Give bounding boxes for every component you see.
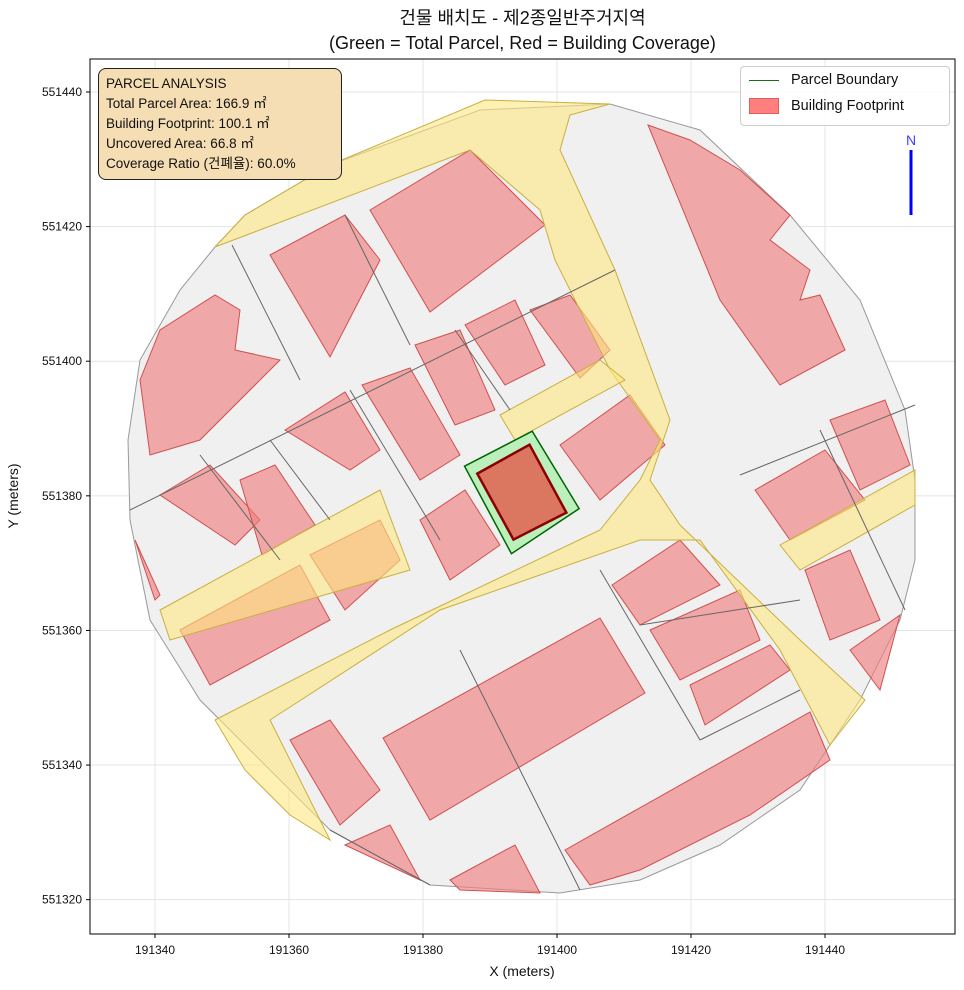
y-tick-label: 551340 — [42, 758, 82, 772]
y-tick-label: 551420 — [42, 220, 82, 234]
info-footprint: Building Footprint: 100.1 ㎡ — [106, 116, 270, 131]
legend: Parcel Boundary Building Footprint — [740, 66, 950, 126]
legend-item-building: Building Footprint — [749, 98, 904, 114]
x-tick-label: 191440 — [805, 943, 845, 957]
y-tick-label: 551380 — [42, 489, 82, 503]
legend-label-building: Building Footprint — [791, 98, 904, 114]
legend-label-parcel: Parcel Boundary — [791, 72, 899, 88]
parcel-analysis-box: PARCEL ANALYSIS Total Parcel Area: 166.9… — [98, 68, 342, 180]
y-tick-label: 551440 — [42, 85, 82, 99]
x-axis-ticks: 191340 191360 191380 191400 191420 191440 — [135, 934, 845, 957]
north-label: N — [906, 132, 916, 148]
x-tick-label: 191360 — [269, 943, 309, 957]
info-heading: PARCEL ANALYSIS — [106, 76, 227, 91]
y-tick-label: 551320 — [42, 893, 82, 907]
title-line-2: (Green = Total Parcel, Red = Building Co… — [329, 33, 716, 53]
plot-frame — [89, 58, 956, 935]
north-arrow: N — [906, 132, 916, 215]
building-patch-swatch — [749, 98, 779, 114]
y-tick-label: 551360 — [42, 623, 82, 637]
parcel-line-swatch — [749, 79, 779, 81]
x-tick-label: 191420 — [671, 943, 711, 957]
x-tick-label: 191340 — [135, 943, 175, 957]
target-building[interactable] — [475, 442, 569, 542]
title-line-1: 건물 배치도 - 제2종일반주거지역 — [399, 8, 646, 28]
x-tick-label: 191400 — [537, 943, 577, 957]
x-tick-label: 191380 — [403, 943, 443, 957]
y-tick-label: 551400 — [42, 354, 82, 368]
chart-title: 건물 배치도 - 제2종일반주거지역 (Green = Total Parcel… — [90, 6, 955, 56]
info-total-area: Total Parcel Area: 166.9 ㎡ — [106, 96, 267, 111]
y-axis-label: Y (meters) — [5, 463, 21, 528]
info-uncovered: Uncovered Area: 66.8 ㎡ — [106, 136, 254, 151]
legend-item-parcel: Parcel Boundary — [749, 72, 898, 88]
y-axis-ticks: 551320 551340 551360 551380 551400 551420 5514… — [42, 85, 90, 907]
info-coverage: Coverage Ratio (건폐율): 60.0% — [106, 156, 296, 171]
x-axis-label: X (meters) — [489, 963, 554, 979]
